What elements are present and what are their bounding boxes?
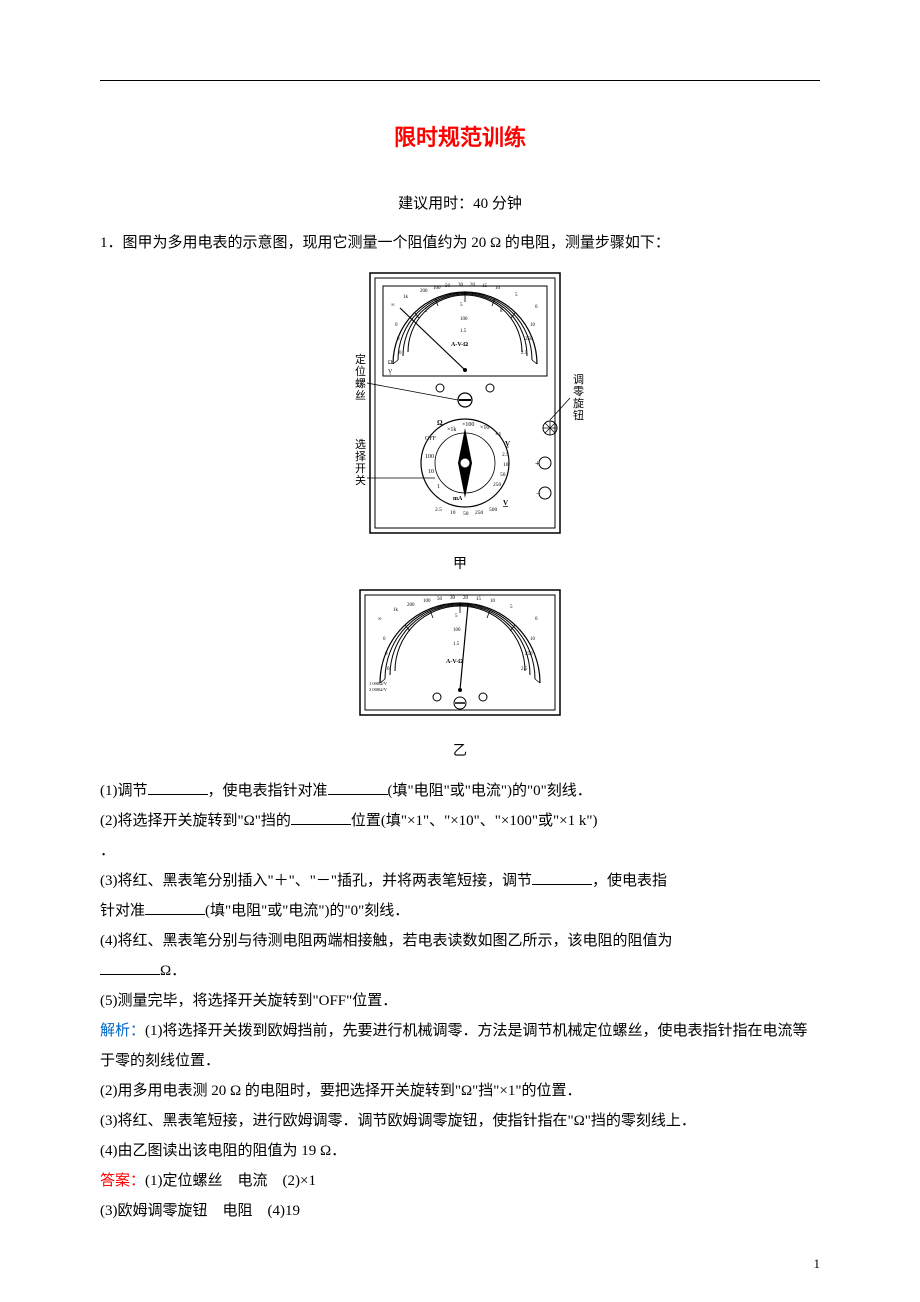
svg-text:10: 10 (450, 510, 456, 516)
svg-text:1.5: 1.5 (460, 329, 467, 334)
svg-text:10: 10 (530, 637, 536, 642)
svg-text:10: 10 (428, 469, 434, 475)
q1-5: (5)测量完毕，将选择开关旋转到"OFF"位置． (100, 986, 820, 1016)
multimeter-jia-svg: ∞ 1k 200 100 50 30 20 15 10 5 0 0 2 5 8 … (325, 268, 595, 538)
svg-text:∞: ∞ (378, 617, 382, 622)
q1-2c: ． (100, 836, 820, 866)
svg-text:100: 100 (453, 628, 461, 633)
analysis-4: (4)由乙图读出该电阻的阻值为 19 Ω． (100, 1136, 820, 1166)
svg-text:1.5: 1.5 (453, 642, 460, 647)
svg-text:1 000Ω/V: 1 000Ω/V (369, 681, 388, 686)
analysis-2: (2)用多用电表测 20 Ω 的电阻时，要把选择开关旋转到"Ω"挡"×1"的位置… (100, 1076, 820, 1106)
answer-label: 答案： (100, 1173, 145, 1189)
svg-text:50: 50 (445, 284, 451, 289)
svg-text:50: 50 (437, 597, 443, 602)
svg-text:2.5: 2.5 (435, 507, 442, 513)
svg-text:1k: 1k (403, 295, 409, 300)
svg-text:2.5: 2.5 (502, 452, 509, 458)
q1-4: (4)将红、黑表笔分别与待测电阻两端相接触，若电表读数如图乙所示，该电阻的阻值为 (100, 926, 820, 956)
analysis-1: 解析：(1)将选择开关拨到欧姆挡前，先要进行机械调零．方法是调节机械定位螺丝，使… (100, 1016, 820, 1076)
svg-text:A-V-Ω: A-V-Ω (446, 659, 463, 665)
blank (148, 779, 208, 795)
svg-text:10: 10 (530, 323, 536, 328)
svg-text:×1k: ×1k (447, 427, 456, 433)
blank (532, 869, 592, 885)
center-label: A-V-Ω (451, 342, 468, 348)
main-title: 限时规范训练 (100, 120, 820, 152)
svg-text:10: 10 (495, 286, 501, 291)
svg-text:−: − (536, 489, 541, 498)
answer-2: (3)欧姆调零旋钮 电阻 (4)19 (100, 1196, 820, 1226)
svg-text:15: 15 (476, 597, 482, 602)
label-zero-knob: 调零旋钮 (573, 373, 584, 422)
svg-text:50: 50 (500, 472, 506, 478)
blank (328, 779, 388, 795)
q1-2: (2)将选择开关旋转到"Ω"挡的位置(填"×1"、"×10"、"×100"或"×… (100, 806, 820, 836)
svg-text:OFF: OFF (425, 436, 437, 442)
svg-text:100: 100 (433, 286, 441, 291)
figure-jia: ∞ 1k 200 100 50 30 20 15 10 5 0 0 2 5 8 … (100, 268, 820, 766)
svg-text:200: 200 (420, 289, 428, 294)
svg-text:200: 200 (407, 603, 415, 608)
svg-text:100: 100 (423, 599, 431, 604)
analysis-3: (3)将红、黑表笔短接，进行欧姆调零．调节欧姆调零旋钮，使指针指在"Ω"挡的零刻… (100, 1106, 820, 1136)
svg-text:2.5: 2.5 (521, 351, 528, 356)
svg-text:10: 10 (490, 599, 496, 604)
svg-text:20: 20 (463, 596, 469, 601)
svg-text:15: 15 (482, 284, 488, 289)
top-rule (100, 80, 820, 81)
svg-text:100: 100 (460, 317, 468, 322)
svg-text:250: 250 (475, 510, 484, 516)
q1-3b: 针对准(填"电阻"或"电流")的"0"刻线． (100, 896, 820, 926)
label-pos-screw: 定位螺丝 (355, 352, 366, 402)
blank (291, 809, 351, 825)
caption-yi: 乙 (100, 738, 820, 766)
blank (145, 899, 205, 915)
caption-jia: 甲 (100, 551, 820, 579)
svg-text:Ω: Ω (437, 419, 443, 427)
svg-text:100: 100 (425, 454, 434, 460)
svg-text:V: V (503, 499, 508, 507)
svg-text:×1: ×1 (495, 432, 501, 438)
svg-text:2 000Ω/V: 2 000Ω/V (369, 687, 388, 692)
svg-text:20: 20 (470, 283, 476, 288)
page-number: 1 (814, 1256, 821, 1272)
svg-text:30: 30 (458, 283, 464, 288)
svg-text:250: 250 (493, 482, 502, 488)
svg-text:10: 10 (503, 462, 509, 468)
svg-text:250: 250 (525, 652, 533, 657)
svg-text:1: 1 (437, 484, 440, 490)
blank (100, 959, 160, 975)
subtitle: 建议用时：40 分钟 (100, 192, 820, 213)
answer-1: 答案：(1)定位螺丝 电流 (2)×1 (100, 1166, 820, 1196)
svg-text:×10: ×10 (480, 425, 489, 431)
svg-text:V̰: V̰ (505, 440, 510, 448)
svg-text:Ω: Ω (388, 360, 393, 366)
svg-text:2.5: 2.5 (521, 667, 528, 672)
label-selector: 选择开关 (355, 438, 366, 487)
svg-text:1k: 1k (393, 608, 399, 613)
multimeter-yi-svg: ∞ 1k 200 100 50 30 20 15 10 5 0 0 5 10 0… (345, 585, 575, 725)
svg-text:250: 250 (525, 337, 533, 342)
svg-text:mA: mA (453, 496, 463, 502)
svg-text:30: 30 (450, 596, 456, 601)
scale-ohm-inf: ∞ (391, 303, 395, 308)
svg-text:×100: ×100 (462, 422, 474, 428)
svg-text:50: 50 (463, 511, 469, 517)
q1-1: (1)调节，使电表指针对准(填"电阻"或"电流")的"0"刻线． (100, 776, 820, 806)
q1-3: (3)将红、黑表笔分别插入"＋"、"－"插孔，并将两表笔短接，调节，使电表指 (100, 866, 820, 896)
analysis-label: 解析： (100, 1023, 145, 1039)
svg-text:500: 500 (489, 507, 498, 513)
svg-text:+: + (535, 459, 540, 468)
q1-intro: 1．图甲为多用电表的示意图，现用它测量一个阻值约为 20 Ω 的电阻，测量步骤如… (100, 228, 820, 258)
q1-4b: Ω． (100, 956, 820, 986)
